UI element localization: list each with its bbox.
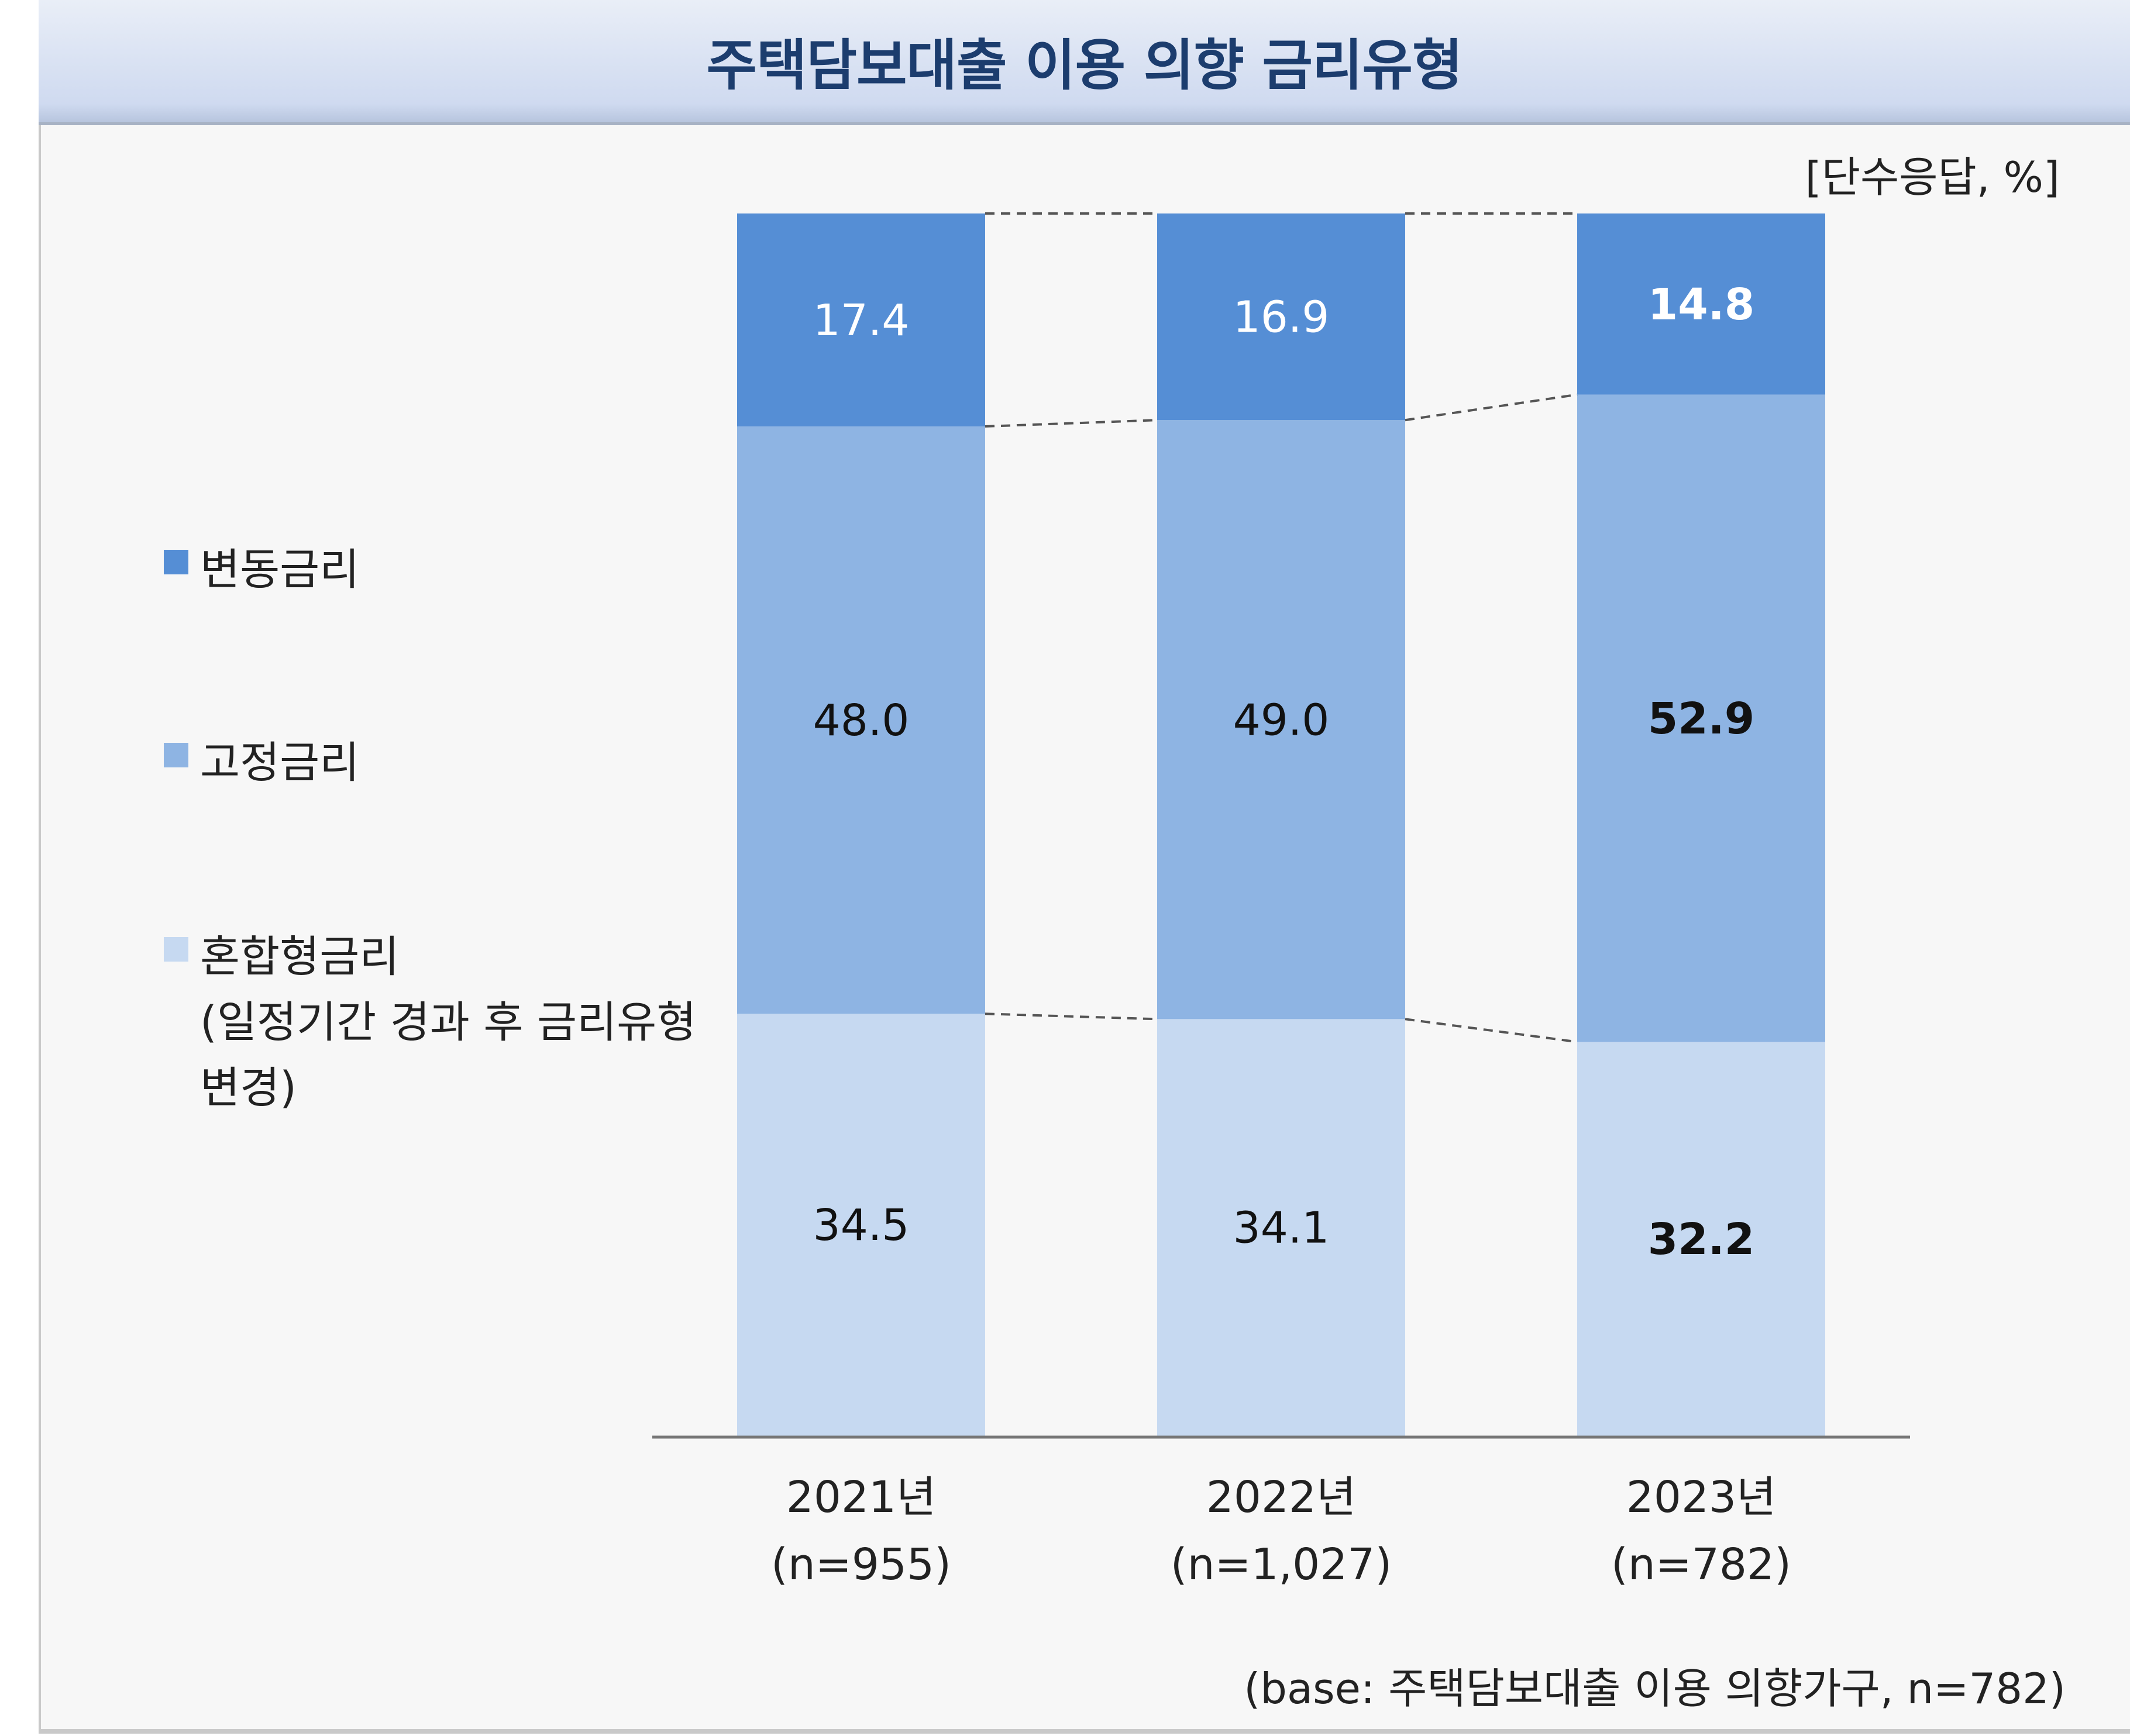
legend-label-variable-rate: 변동금리 (200, 545, 360, 595)
data-label-hybrid-rate: 34.5 (813, 1200, 910, 1251)
bar-segment-hybrid-rate (737, 1014, 985, 1436)
base-note: (base: 주택담보대출 이용 의향가구, n=782) (1244, 1664, 2066, 1713)
data-label-fixed-rate: 52.9 (1648, 694, 1755, 744)
legend-swatch-fixed-rate (164, 743, 188, 767)
legend-label-hybrid-rate-note-1: (일정기간 경과 후 금리유형 (200, 997, 697, 1048)
x-tick-label-year: 2023년 (1626, 1472, 1776, 1523)
data-label-fixed-rate: 49.0 (1233, 695, 1330, 745)
bar-segment-hybrid-rate (1157, 1019, 1405, 1436)
legend-label-hybrid-rate: 혼합형금리 (200, 932, 400, 982)
x-tick-label-sample-size: (n=782) (1611, 1539, 1791, 1590)
x-tick-label-sample-size: (n=1,027) (1171, 1539, 1392, 1590)
bar-segment-variable-rate (1577, 213, 1825, 395)
data-label-hybrid-rate: 34.1 (1233, 1203, 1330, 1253)
connector-line (985, 1012, 1158, 1021)
bottom-rule (39, 1729, 2130, 1734)
title-bar (39, 0, 2130, 125)
data-label-hybrid-rate: 32.2 (1648, 1214, 1755, 1265)
bar-segment-fixed-rate (1157, 420, 1405, 1019)
data-label-variable-rate: 17.4 (813, 295, 910, 346)
x-tick-label-sample-size: (n=955) (771, 1539, 951, 1590)
bar-segment-variable-rate (737, 213, 985, 427)
x-tick-label-year: 2021년 (786, 1472, 936, 1523)
data-label-variable-rate: 16.9 (1233, 292, 1330, 343)
unit-label: [단수응답, %] (1805, 153, 2060, 202)
data-label-fixed-rate: 48.0 (813, 695, 910, 746)
connector-line (985, 419, 1158, 428)
connector-line (1405, 1018, 1578, 1043)
data-label-variable-rate: 14.8 (1648, 280, 1755, 330)
bar-segment-hybrid-rate (1577, 1042, 1825, 1436)
legend-swatch-hybrid-rate (164, 937, 188, 962)
connector-line (1405, 393, 1578, 422)
chart-title: 주택담보대출 이용 의향 금리유형 (706, 34, 1463, 98)
bar-segment-fixed-rate (1577, 394, 1825, 1042)
legend-swatch-variable-rate (164, 550, 188, 574)
bar-segment-variable-rate (1157, 213, 1405, 421)
x-tick-label-year: 2022년 (1206, 1472, 1356, 1523)
legend-label-fixed-rate: 고정금리 (200, 738, 360, 788)
legend-label-hybrid-rate-note-2: 변경) (200, 1063, 297, 1113)
bar-segment-fixed-rate (737, 426, 985, 1014)
